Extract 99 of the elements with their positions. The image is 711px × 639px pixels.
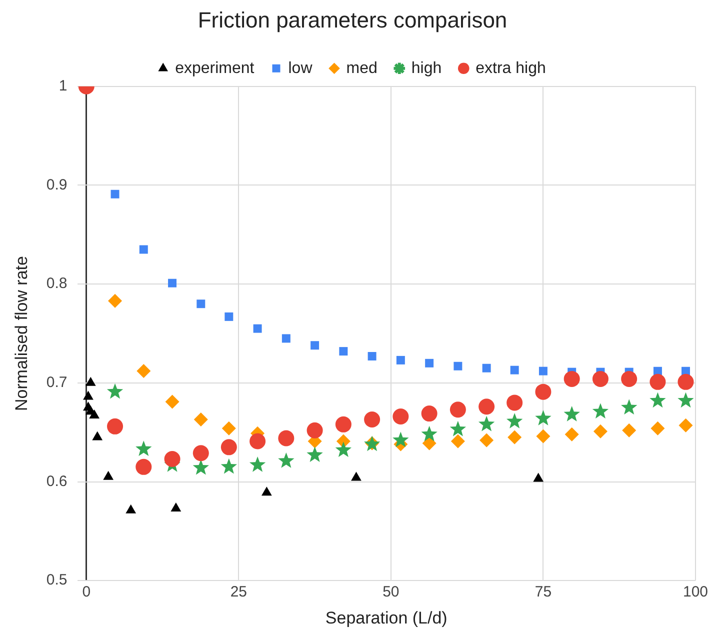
point (164, 451, 180, 468)
point (136, 440, 152, 456)
y-tick-label: 0.5 (46, 572, 68, 589)
point (593, 424, 608, 438)
point (253, 324, 262, 333)
point (592, 403, 609, 418)
point (622, 423, 636, 438)
point (89, 410, 100, 419)
y-tick-label: 0.6 (46, 472, 68, 490)
x-tick-label: 25 (230, 584, 248, 601)
point (678, 392, 694, 408)
point (421, 426, 438, 442)
legend-label: low (288, 60, 313, 77)
x-tick-label: 75 (534, 584, 552, 601)
point (107, 418, 124, 434)
point (650, 392, 666, 408)
point (478, 416, 495, 432)
point (192, 445, 209, 462)
point (351, 472, 362, 481)
point (678, 374, 694, 390)
y-tick-label: 0.7 (46, 374, 68, 392)
point (339, 347, 348, 356)
point (110, 190, 120, 198)
point (564, 370, 580, 387)
point (222, 421, 236, 436)
point (450, 402, 466, 418)
point (165, 394, 180, 409)
point (506, 394, 523, 411)
legend-label: experiment (175, 60, 255, 77)
y-tick-label: 0.9 (46, 176, 68, 194)
point (482, 364, 491, 372)
point (454, 362, 462, 370)
point (396, 356, 405, 364)
point (168, 278, 177, 288)
point (196, 300, 206, 308)
point (220, 458, 237, 474)
point (310, 341, 320, 350)
point (392, 432, 409, 448)
point (335, 416, 352, 432)
x-tick-label: 0 (82, 584, 91, 601)
point (250, 433, 266, 450)
point (261, 486, 272, 496)
point (536, 429, 550, 444)
point (510, 366, 519, 374)
point (126, 504, 136, 514)
point (564, 406, 580, 422)
point (192, 459, 209, 475)
point (478, 398, 495, 415)
point (249, 456, 266, 472)
point (170, 502, 182, 512)
point (306, 446, 323, 462)
point (480, 433, 494, 448)
point (136, 364, 151, 378)
point (106, 383, 124, 399)
point (506, 412, 523, 428)
x-axis-title: Separation (L/d) (325, 608, 448, 628)
point (592, 370, 608, 387)
point (85, 376, 96, 386)
point (220, 439, 237, 456)
legend-label: extra high (476, 60, 546, 77)
point (278, 430, 294, 446)
point (139, 245, 148, 254)
point (335, 442, 352, 458)
point (83, 390, 94, 400)
point (425, 358, 434, 368)
point (533, 472, 544, 482)
point (450, 420, 466, 436)
point (621, 370, 638, 387)
point (650, 421, 665, 436)
point (421, 406, 438, 422)
point (538, 366, 548, 376)
point (392, 408, 409, 425)
point (450, 434, 465, 448)
point (103, 470, 114, 480)
point (224, 312, 234, 321)
point (92, 431, 103, 440)
y-tick-label: 0.8 (46, 275, 68, 292)
point (194, 412, 208, 426)
point (278, 452, 294, 468)
point (535, 384, 552, 400)
chart-title: Friction parameters comparison (198, 7, 508, 32)
point (282, 334, 290, 343)
x-tick-label: 50 (382, 584, 400, 601)
y-axis-title: Normalised flow rate (12, 256, 31, 411)
point (368, 352, 376, 360)
point (535, 410, 552, 426)
point (306, 422, 323, 438)
x-tick-label: 100 (682, 584, 708, 601)
legend-label: med (346, 60, 378, 77)
point (136, 458, 152, 475)
point (564, 427, 579, 442)
point (108, 294, 122, 308)
point (508, 430, 522, 444)
legend-label: high (411, 60, 442, 77)
y-tick-label: 1 (58, 78, 68, 95)
point (621, 399, 638, 415)
point (364, 411, 380, 428)
point (678, 418, 693, 432)
point (650, 374, 666, 390)
